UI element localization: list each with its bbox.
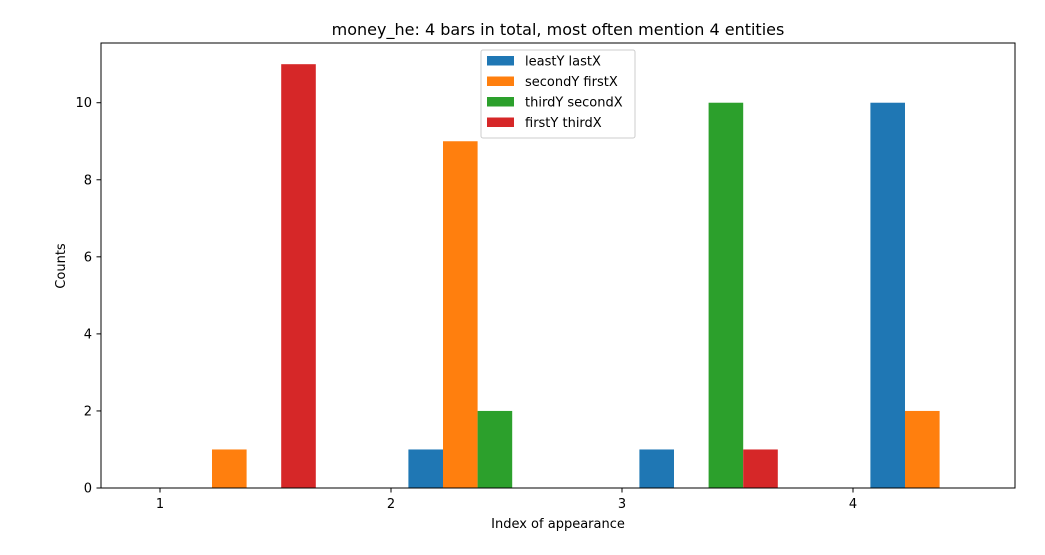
bar (408, 449, 443, 488)
bars-layer (212, 64, 940, 488)
x-tick-label: 3 (618, 497, 626, 512)
bar (212, 449, 247, 488)
bar (743, 449, 778, 488)
y-tick-label: 8 (84, 173, 92, 188)
bar (870, 102, 905, 488)
bar (639, 449, 674, 488)
y-axis-label: Counts (54, 243, 69, 289)
legend-label: leastY lastX (525, 55, 601, 70)
bar (477, 410, 513, 488)
x-tick-label: 2 (387, 497, 395, 512)
legend-label: secondY firstX (525, 75, 618, 90)
legend-swatch (487, 97, 514, 107)
x-tick-label: 4 (849, 497, 857, 512)
y-tick-label: 2 (84, 404, 92, 419)
bar (708, 102, 744, 488)
x-tick-label: 1 (156, 497, 164, 512)
legend-swatch (487, 76, 514, 86)
y-tick-label: 4 (84, 327, 92, 342)
x-axis-label: Index of appearance (491, 517, 625, 532)
legend: leastY lastX secondY firstX thirdY secondX… (480, 49, 636, 139)
x-axis: 1 2 3 4 (156, 488, 857, 512)
legend-swatch (487, 117, 514, 127)
y-tick-label: 6 (84, 250, 92, 265)
bar (281, 64, 316, 488)
y-tick-label: 0 (84, 482, 92, 497)
bar (443, 141, 478, 488)
legend-label: firstY thirdX (525, 116, 602, 131)
legend-box (480, 49, 636, 139)
chart-title: money_he: 4 bars in total, most often me… (332, 20, 785, 40)
y-axis: 0 2 4 6 8 10 (75, 96, 101, 497)
legend-swatch (487, 56, 514, 66)
plot-frame (100, 42, 1016, 489)
y-tick-label: 10 (75, 96, 92, 111)
legend-label: thirdY secondX (525, 96, 623, 111)
bar (905, 410, 940, 488)
